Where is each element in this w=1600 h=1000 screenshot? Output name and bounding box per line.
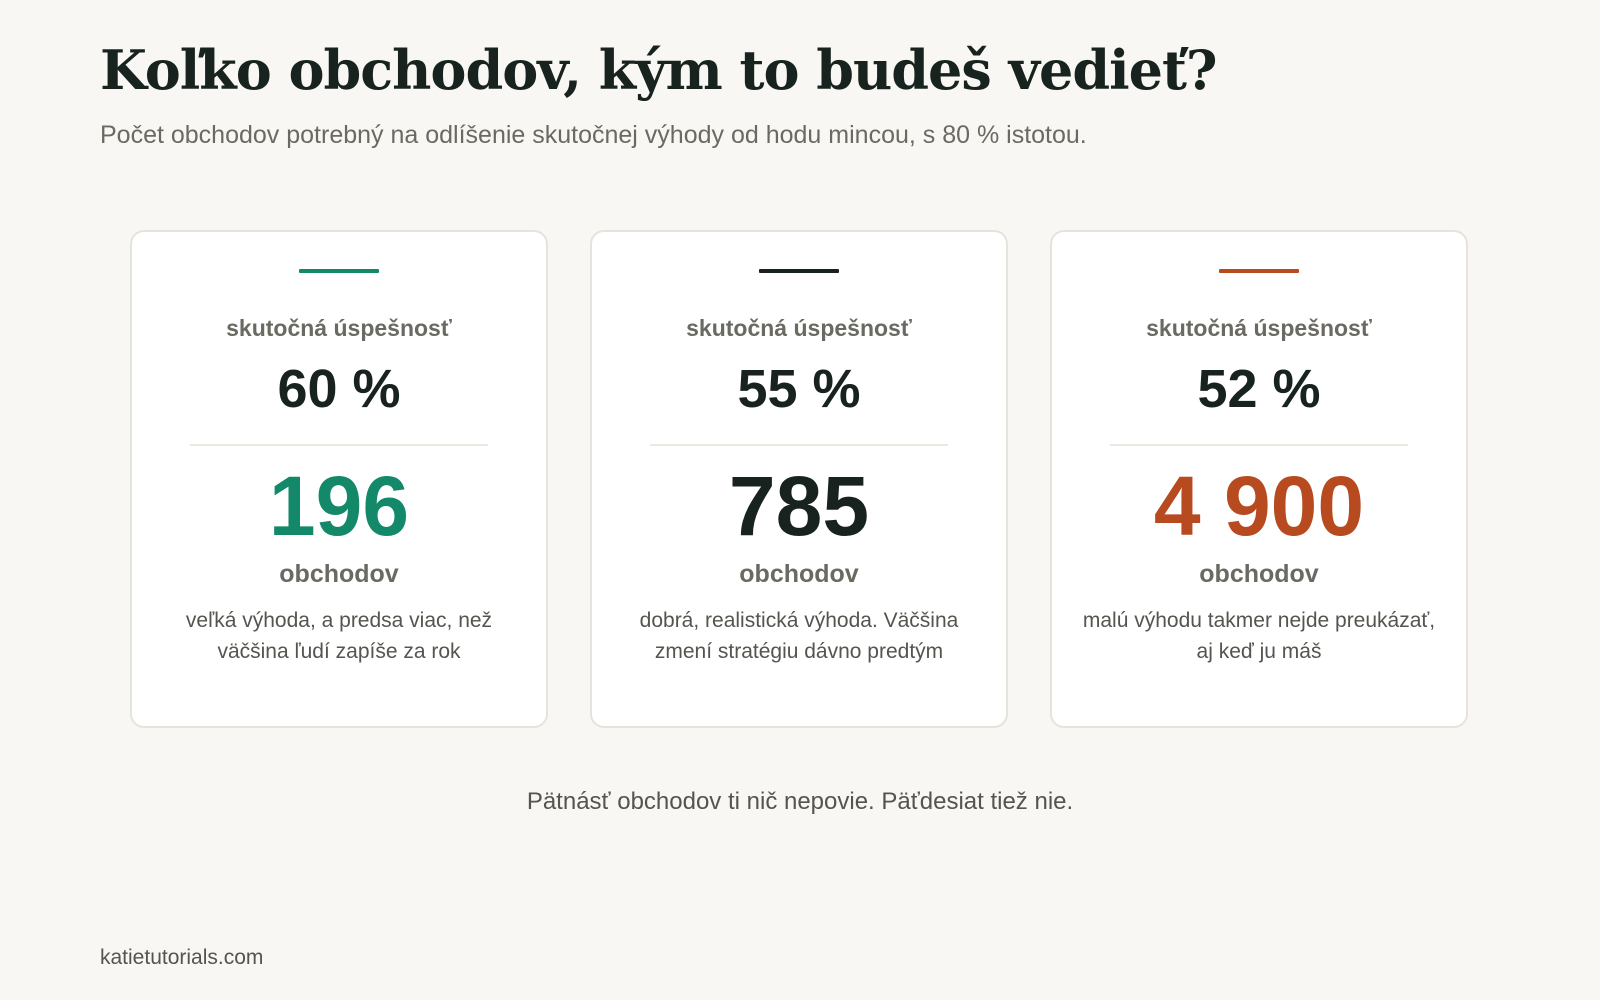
card-win-rate: 55 % xyxy=(737,359,861,419)
card-description: malú výhodu takmer nejde preukázať, aj k… xyxy=(1082,609,1436,663)
footnote: Pätnásť obchodov ti nič nepovie. Päťdesi… xyxy=(526,788,1074,815)
page-title: Koľko obchodov, kým to budeš vedieť? xyxy=(100,38,1218,102)
card-accent-bar xyxy=(299,269,379,273)
card-trade-count: 4 900 xyxy=(1153,459,1365,553)
card-60-percent: skutočná úspešnosť 60 % 196 obchodov veľ… xyxy=(130,230,548,728)
card-accent-bar xyxy=(1219,269,1299,273)
card-divider xyxy=(1110,444,1408,446)
card-description: veľká výhoda, a predsa viac, než väčšina… xyxy=(185,609,493,663)
card-trade-count: 196 xyxy=(268,459,410,553)
card-trade-count: 785 xyxy=(728,459,870,553)
card-label: skutočná úspešnosť xyxy=(1146,315,1372,341)
card-description: dobrá, realistická výhoda. Väčšina zmení… xyxy=(639,609,959,663)
card-label: skutočná úspešnosť xyxy=(226,315,452,341)
card-divider xyxy=(650,444,948,446)
card-unit-label: obchodov xyxy=(739,560,859,588)
card-label: skutočná úspešnosť xyxy=(686,315,912,341)
source-credit: katietutorials.com xyxy=(100,946,264,969)
card-55-percent: skutočná úspešnosť 55 % 785 obchodov dob… xyxy=(590,230,1008,728)
card-win-rate: 60 % xyxy=(277,359,401,419)
card-52-percent: skutočná úspešnosť 52 % 4 900 obchodov m… xyxy=(1050,230,1468,728)
card-win-rate: 52 % xyxy=(1197,359,1321,419)
card-unit-label: obchodov xyxy=(279,560,399,588)
card-unit-label: obchodov xyxy=(1199,560,1319,588)
page-subtitle: Počet obchodov potrebný na odlíšenie sku… xyxy=(100,121,1087,149)
card-accent-bar xyxy=(759,269,839,273)
card-divider xyxy=(190,444,488,446)
